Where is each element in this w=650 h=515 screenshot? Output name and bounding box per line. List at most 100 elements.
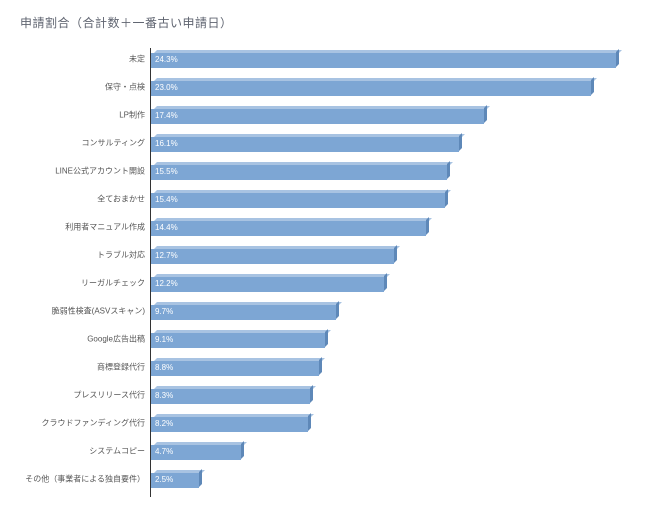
bar: 8.2%: [151, 414, 311, 432]
bar: 16.1%: [151, 134, 462, 152]
category-label: 保守・点検: [105, 82, 145, 93]
bar-front-face: [151, 81, 591, 96]
bar-right-face: [241, 441, 244, 459]
bar: 12.7%: [151, 246, 397, 264]
bar-front-face: [151, 305, 336, 320]
bar-row: プレスリリース代行8.3%: [151, 386, 628, 404]
bar-row: 未定24.3%: [151, 50, 628, 68]
category-label: その他（事業者による独自要件）: [25, 474, 145, 485]
bar: 2.5%: [151, 470, 202, 488]
bar-right-face: [384, 273, 387, 291]
chart-frame: 申請割合（合計数＋一番古い申請日） 未定24.3%保守・点検23.0%LP制作1…: [0, 0, 650, 515]
bar-row: クラウドファンディング代行8.2%: [151, 414, 628, 432]
value-label: 8.2%: [155, 419, 173, 428]
category-label: システムコピー: [89, 446, 145, 457]
category-label: LINE公式アカウント開設: [55, 166, 145, 177]
category-label: クラウドファンディング代行: [42, 418, 145, 429]
category-label: 全ておまかせ: [97, 194, 145, 205]
bar-front-face: [151, 417, 308, 432]
category-label: トラブル対応: [97, 250, 145, 261]
category-label: 脆弱性検査(ASVスキャン): [52, 306, 145, 317]
bar-right-face: [591, 77, 594, 95]
bar-row: トラブル対応12.7%: [151, 246, 628, 264]
bar-right-face: [325, 329, 328, 347]
value-label: 12.2%: [155, 279, 178, 288]
bar-top-face: [154, 106, 490, 109]
value-label: 8.3%: [155, 391, 173, 400]
category-label: 商標登録代行: [97, 362, 145, 373]
bar-top-face: [154, 386, 316, 389]
bar-right-face: [459, 133, 462, 151]
bar: 24.3%: [151, 50, 619, 68]
value-label: 9.1%: [155, 335, 173, 344]
bar: 9.1%: [151, 330, 328, 348]
value-label: 15.5%: [155, 167, 178, 176]
bar-top-face: [154, 246, 400, 249]
bar-top-face: [154, 218, 432, 221]
bar-right-face: [447, 161, 450, 179]
bar-row: リーガルチェック12.2%: [151, 274, 628, 292]
bar: 8.8%: [151, 358, 322, 376]
bar-top-face: [154, 134, 465, 137]
bar-top-face: [154, 330, 331, 333]
bar-right-face: [310, 385, 313, 403]
value-label: 9.7%: [155, 307, 173, 316]
category-label: リーガルチェック: [81, 278, 145, 289]
bar-front-face: [151, 109, 484, 124]
category-label: コンサルティング: [81, 138, 145, 149]
bar-front-face: [151, 249, 394, 264]
value-label: 15.4%: [155, 195, 178, 204]
bar-right-face: [308, 413, 311, 431]
bar: 23.0%: [151, 78, 594, 96]
bar-row: その他（事業者による独自要件）2.5%: [151, 470, 628, 488]
value-label: 24.3%: [155, 55, 178, 64]
bar-front-face: [151, 389, 310, 404]
bar-top-face: [154, 442, 247, 445]
bar: 4.7%: [151, 442, 244, 460]
bar-right-face: [394, 245, 397, 263]
bar-top-face: [154, 162, 453, 165]
bar-front-face: [151, 165, 447, 180]
value-label: 14.4%: [155, 223, 178, 232]
bar-row: Google広告出稿9.1%: [151, 330, 628, 348]
category-label: プレスリリース代行: [73, 390, 145, 401]
bar: 9.7%: [151, 302, 339, 320]
bar-row: LP制作17.4%: [151, 106, 628, 124]
bar-row: 全ておまかせ15.4%: [151, 190, 628, 208]
bar: 17.4%: [151, 106, 487, 124]
value-label: 17.4%: [155, 111, 178, 120]
bar: 14.4%: [151, 218, 429, 236]
bar-top-face: [154, 414, 314, 417]
bar-right-face: [484, 105, 487, 123]
bar: 12.2%: [151, 274, 387, 292]
value-label: 2.5%: [155, 475, 173, 484]
bar-front-face: [151, 53, 616, 68]
value-label: 23.0%: [155, 83, 178, 92]
value-label: 8.8%: [155, 363, 173, 372]
bar-right-face: [319, 357, 322, 375]
bar-top-face: [154, 78, 597, 81]
category-label: LP制作: [119, 110, 145, 121]
bar-right-face: [199, 469, 202, 487]
bar: 8.3%: [151, 386, 313, 404]
bar-top-face: [154, 50, 622, 53]
bar-top-face: [154, 190, 451, 193]
bar-row: コンサルティング16.1%: [151, 134, 628, 152]
bar-right-face: [426, 217, 429, 235]
bar-front-face: [151, 277, 384, 292]
bar-right-face: [445, 189, 448, 207]
bar-front-face: [151, 221, 426, 236]
bar-row: 商標登録代行8.8%: [151, 358, 628, 376]
chart-title: 申請割合（合計数＋一番古い申請日）: [20, 14, 630, 31]
bar-front-face: [151, 193, 445, 208]
value-label: 12.7%: [155, 251, 178, 260]
bar-row: LINE公式アカウント開設15.5%: [151, 162, 628, 180]
bar-front-face: [151, 361, 319, 376]
bar-row: システムコピー4.7%: [151, 442, 628, 460]
bar-top-face: [154, 358, 325, 361]
plot-area: 未定24.3%保守・点検23.0%LP制作17.4%コンサルティング16.1%L…: [150, 48, 628, 497]
value-label: 16.1%: [155, 139, 178, 148]
category-label: Google広告出稿: [87, 334, 145, 345]
bar-row: 脆弱性検査(ASVスキャン)9.7%: [151, 302, 628, 320]
bar: 15.5%: [151, 162, 450, 180]
